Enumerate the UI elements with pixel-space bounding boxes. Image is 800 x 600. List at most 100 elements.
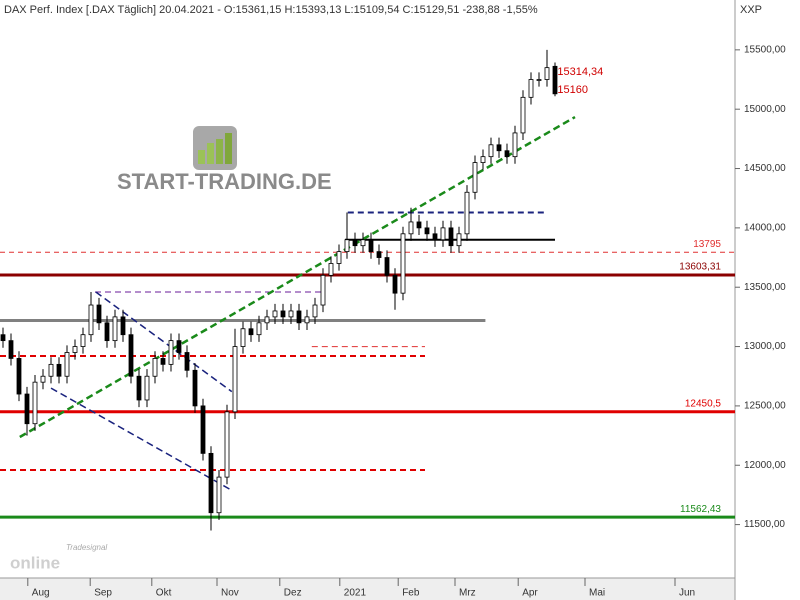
candle-body <box>488 144 494 158</box>
candle-body <box>8 340 14 359</box>
candle-body <box>184 352 190 371</box>
x-tick-label: Okt <box>156 588 172 599</box>
x-tick-label: Feb <box>402 588 420 599</box>
y-tick-label: 15000,00 <box>744 104 786 115</box>
logo-icon <box>198 150 205 164</box>
candle-body <box>192 369 198 407</box>
candle-body <box>32 381 38 425</box>
y-tick-label: 11500,00 <box>744 519 785 530</box>
candle-body <box>416 221 422 229</box>
logo-icon <box>225 133 232 164</box>
candle-body <box>200 405 206 454</box>
y-tick-label: 14000,00 <box>744 223 786 234</box>
candle-body <box>336 251 342 264</box>
candle-body <box>408 221 414 235</box>
level-label: 13795 <box>693 239 721 250</box>
y-tick-label: 12500,00 <box>744 401 786 412</box>
candle-body <box>120 316 126 336</box>
candle-body <box>104 322 110 342</box>
candle-body <box>504 150 510 158</box>
x-tick-label: Sep <box>94 588 112 599</box>
candle-body <box>344 239 350 253</box>
candle-body <box>152 358 158 377</box>
candle-body <box>144 375 150 401</box>
candle-body <box>160 358 166 365</box>
trendline <box>95 291 233 393</box>
candle-body <box>56 363 62 377</box>
logo-icon <box>207 143 214 164</box>
level-label: 11562,43 <box>680 504 721 515</box>
candle-body <box>376 251 382 258</box>
candle-body <box>96 304 102 324</box>
candle-body <box>240 328 246 347</box>
candle-body <box>280 310 286 318</box>
candle-body <box>72 346 78 353</box>
trendline <box>50 387 230 490</box>
candle-body <box>264 316 270 324</box>
candle-body <box>480 156 486 163</box>
candle-body <box>176 340 182 353</box>
candle-body <box>352 239 358 247</box>
candle-body <box>456 233 462 247</box>
x-tick-label: 2021 <box>344 588 367 599</box>
x-tick-label: Aug <box>32 588 50 599</box>
y-tick-label: 14500,00 <box>744 163 786 174</box>
candle-body <box>168 340 174 365</box>
candle-body <box>272 310 278 318</box>
level-label: 12450,5 <box>685 398 722 409</box>
candle-body <box>520 96 526 134</box>
candle-body <box>440 227 446 241</box>
logo-icon <box>216 139 223 164</box>
candle-body <box>496 144 502 152</box>
candle-body <box>552 65 558 95</box>
level-label: 13603,31 <box>679 262 721 273</box>
candle-body <box>464 191 470 235</box>
candle-body <box>64 352 70 377</box>
candle-body <box>536 79 542 81</box>
candle-body <box>136 375 142 401</box>
candle-body <box>360 239 366 247</box>
candle-body <box>248 328 254 336</box>
x-tick-label: Apr <box>522 588 538 599</box>
candle-body <box>368 239 374 253</box>
branding: online <box>10 553 60 572</box>
candle-body <box>512 132 518 158</box>
annotation: 15314,34 <box>557 66 603 78</box>
candle-body <box>304 316 310 324</box>
candle-body <box>320 274 326 306</box>
watermark: START-TRADING.DE <box>117 169 332 194</box>
y-tick-label: 15500,00 <box>744 44 786 55</box>
candle-body <box>472 162 478 193</box>
candle-body <box>40 375 46 383</box>
x-tick-label: Jun <box>679 588 695 599</box>
y-tick-label: 12000,00 <box>744 460 786 471</box>
candle-body <box>208 452 214 514</box>
y-tick-label: 13500,00 <box>744 282 786 293</box>
candle-body <box>392 274 398 294</box>
candle-body <box>216 476 222 514</box>
candle-body <box>312 304 318 318</box>
candle-body <box>80 334 86 347</box>
candle-body <box>16 358 22 395</box>
candle-body <box>384 257 390 276</box>
candle-body <box>112 316 118 342</box>
annotation: 15160 <box>557 84 588 96</box>
candle-body <box>544 67 550 80</box>
candle-body <box>88 304 94 336</box>
trendline <box>19 115 576 439</box>
candle-body <box>432 233 438 241</box>
candle-body <box>256 322 262 336</box>
x-tick-label: Nov <box>221 588 239 599</box>
candle-body <box>288 310 294 318</box>
branding: Tradesignal <box>66 543 107 552</box>
candle-body <box>232 346 238 413</box>
x-tick-label: Dez <box>284 588 302 599</box>
candle-body <box>224 411 230 478</box>
candle-body <box>448 227 454 247</box>
candle-body <box>528 79 534 98</box>
candle-body <box>128 334 134 377</box>
candle-body <box>400 233 406 294</box>
candle-body <box>48 363 54 377</box>
